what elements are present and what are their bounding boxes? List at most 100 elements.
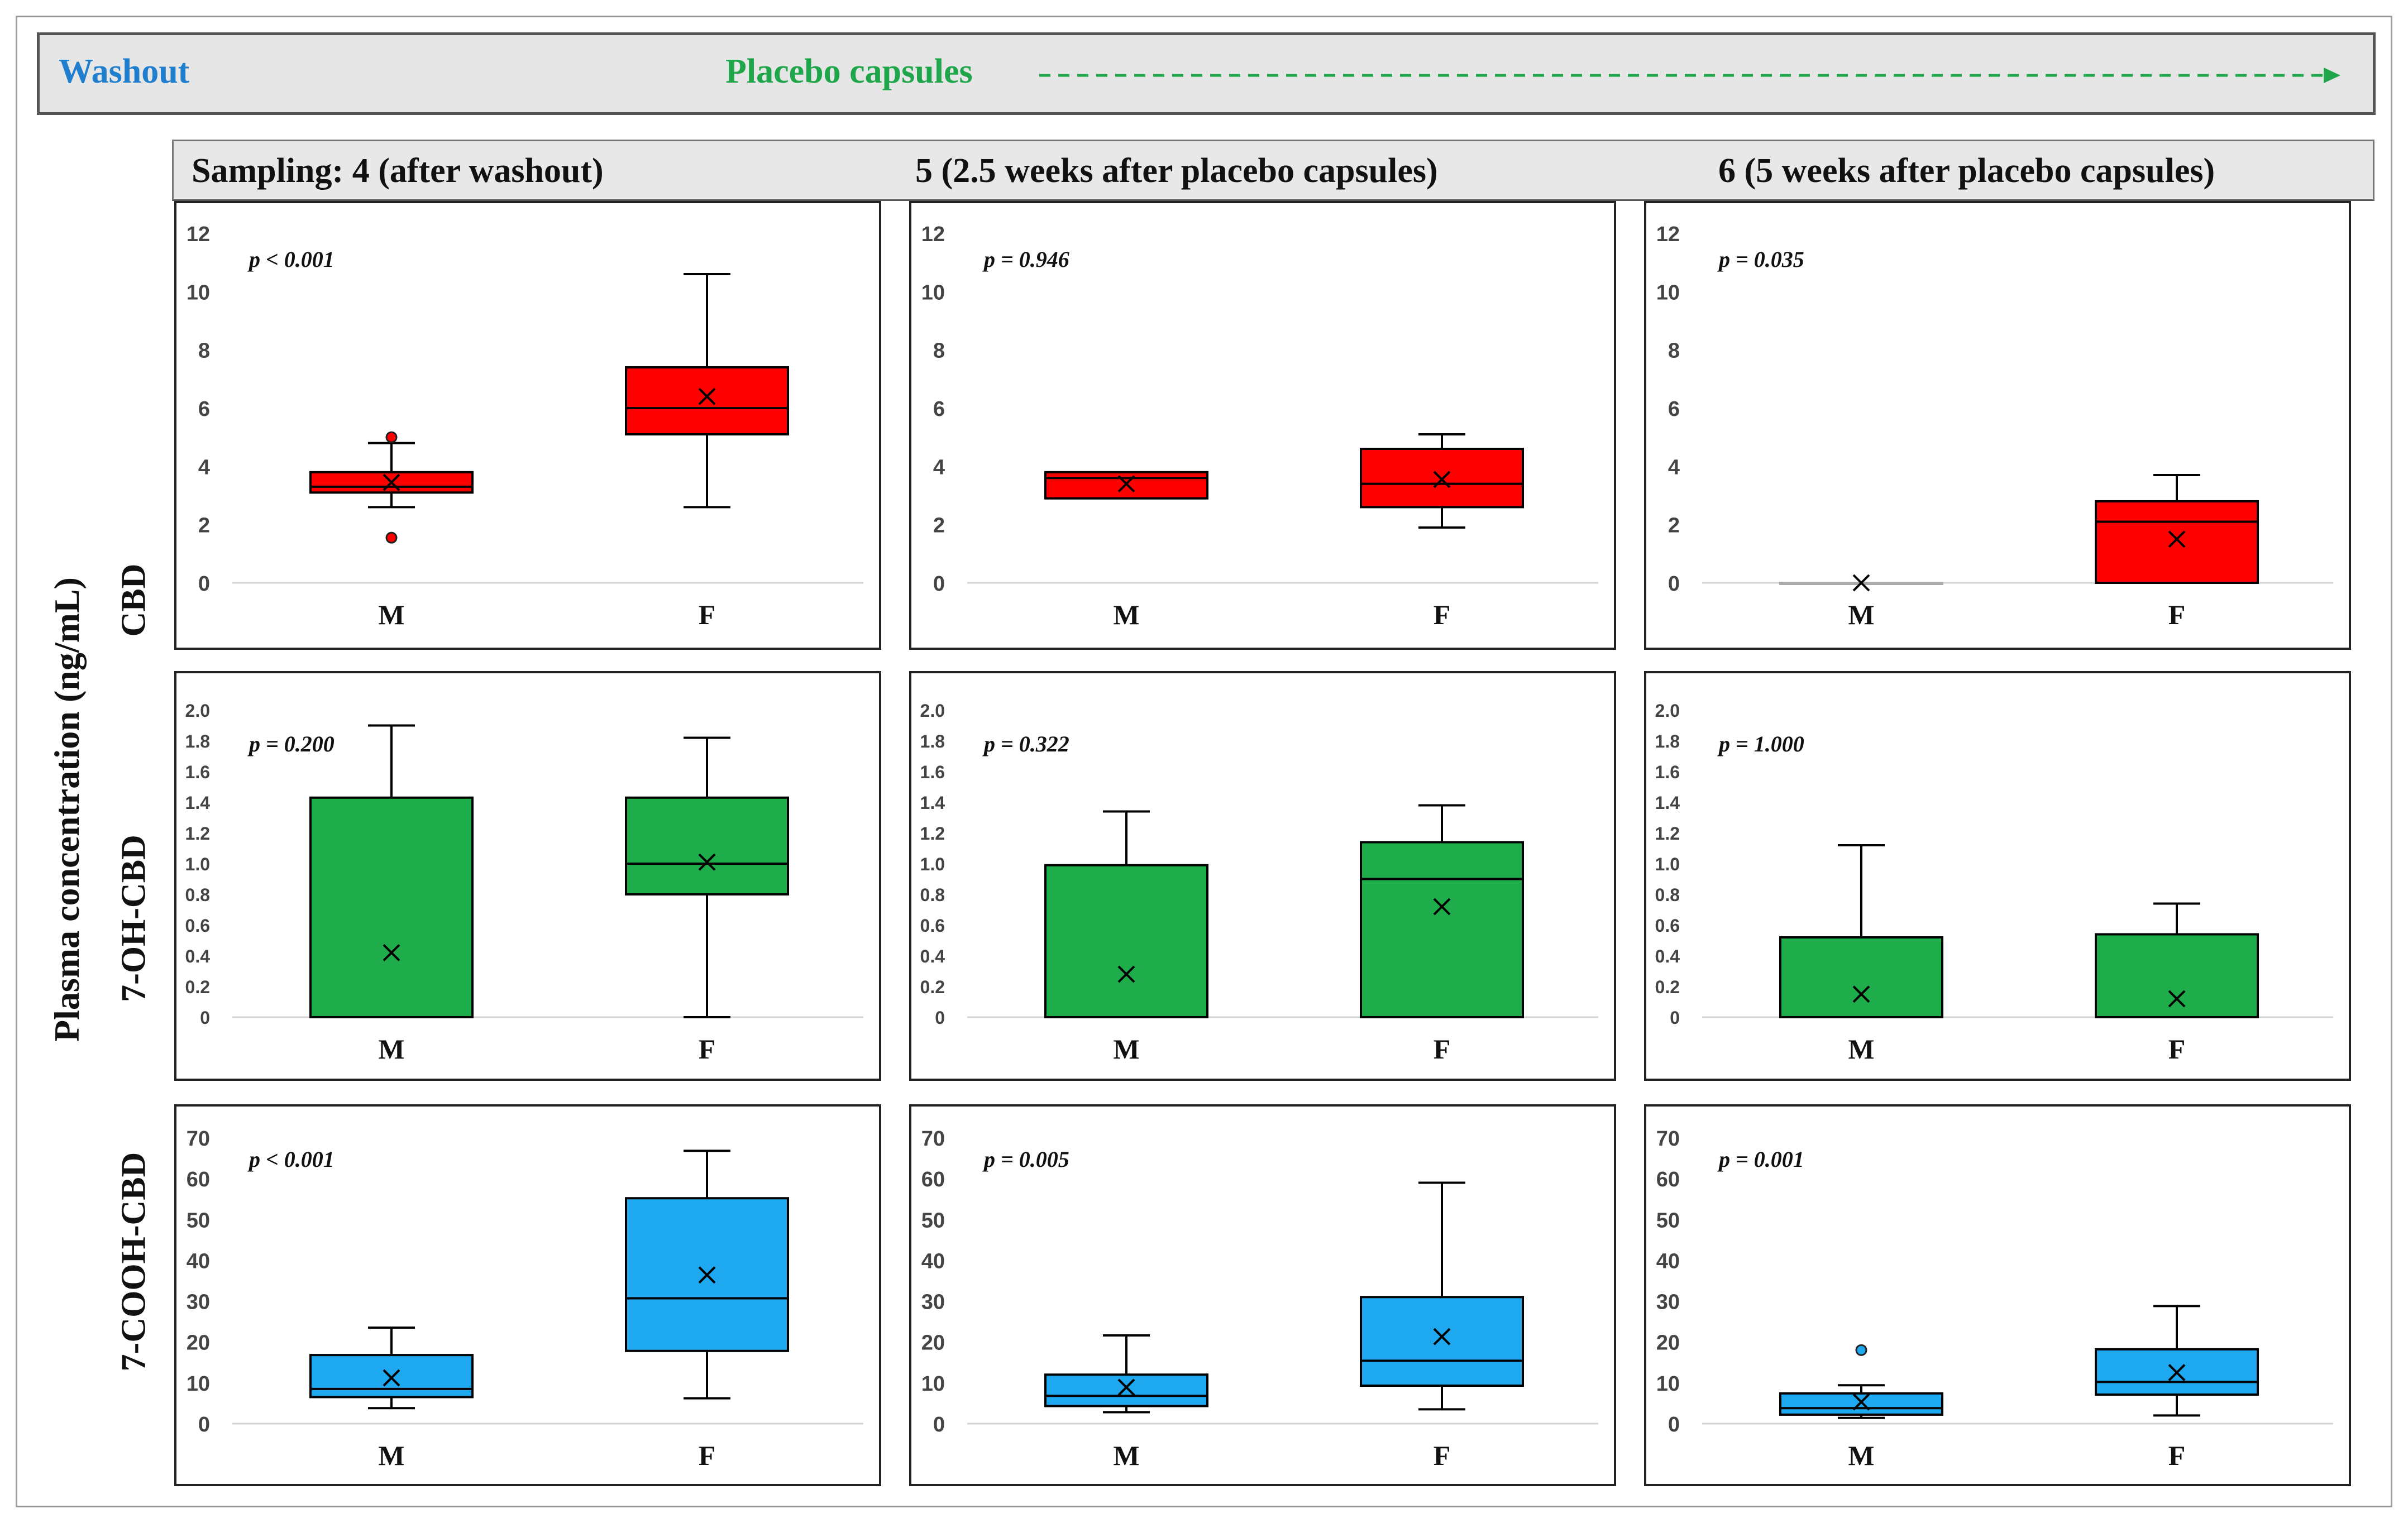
box-F: [625, 736, 789, 1018]
box-F: [625, 273, 789, 509]
box-M: [1044, 1334, 1208, 1414]
category-label-F: F: [699, 1033, 716, 1065]
y-tick-label: 0: [1668, 1413, 1680, 1436]
boxplot-svg: 0 2 4 6 8 10 12 p = 0.035 M F: [1656, 223, 2333, 630]
category-label-F: F: [699, 1440, 716, 1471]
category-label-M: M: [1113, 1440, 1139, 1471]
y-tick-label: 60: [1656, 1168, 1680, 1191]
y-tick-label: 60: [187, 1168, 210, 1191]
p-value-label: p = 0.200: [247, 731, 335, 756]
box-iqr: [1360, 1296, 1524, 1387]
mean-marker: [2168, 1364, 2186, 1381]
column-header-bar: Sampling: 4 (after washout) 5 (2.5 weeks…: [172, 140, 2374, 201]
y-tick-label: 10: [1656, 1372, 1680, 1396]
y-tick-label: 8: [1668, 339, 1680, 363]
y-tick-label: 0.6: [1655, 916, 1680, 936]
y-tick-label: 0.8: [920, 885, 945, 905]
y-tick-label: 6: [933, 397, 945, 421]
category-label-F: F: [1434, 1440, 1451, 1471]
y-tick-label: 1.4: [920, 793, 945, 813]
y-tick-label: 8: [198, 339, 210, 363]
y-tick-label: 6: [198, 397, 210, 421]
y-tick-label: 1.0: [920, 854, 945, 874]
p-value-label: p = 1.000: [1717, 731, 1804, 756]
box-iqr: [2095, 933, 2259, 1018]
box-M: [309, 724, 474, 1018]
placebo-arrow: [1039, 68, 2340, 83]
category-label-F: F: [2168, 599, 2186, 630]
placebo-label: Placebo capsules: [725, 52, 973, 90]
y-tick-label: 40: [1656, 1249, 1680, 1273]
p-value-label: p < 0.001: [247, 1147, 335, 1172]
box-iqr: [1779, 1392, 1943, 1416]
category-label-M: M: [1113, 1033, 1139, 1065]
boxplot-panel-3-3: 0 10 20 30 40 50 60 70 p = 0.001 M F: [1644, 1104, 2351, 1486]
category-label-M: M: [378, 599, 404, 630]
box-iqr: [625, 1197, 789, 1352]
mean-marker: [383, 944, 400, 961]
y-tick-label: 0: [933, 572, 945, 596]
y-tick-label: 30: [187, 1291, 210, 1314]
box-iqr: [2095, 500, 2259, 585]
y-tick-label: 70: [187, 1127, 210, 1151]
mean-marker: [1852, 574, 1870, 592]
washout-label: Washout: [59, 52, 190, 90]
box-F: [1360, 1181, 1524, 1411]
y-tick-label: 40: [921, 1249, 945, 1273]
y-tick-label: 40: [187, 1249, 210, 1273]
y-tick-label: 30: [921, 1291, 945, 1314]
y-tick-label: 0: [1668, 572, 1680, 596]
y-tick-label: 1.6: [920, 762, 945, 782]
y-tick-label: 2.0: [1655, 701, 1680, 721]
p-value-label: p = 0.322: [982, 731, 1069, 756]
row-label-7oh-cbd: 7-OH-CBD: [114, 835, 153, 1002]
outlier-point: [385, 531, 398, 544]
figure-frame: [16, 16, 2392, 1507]
boxplot-panel-2-3: 0 0.2 0.4 0.6 0.8 1.0 1.2 1.4 1.6 1.8 2.0 p = 1.000…: [1644, 671, 2351, 1081]
y-tick-label: 1.2: [920, 823, 945, 844]
box-M: [1779, 844, 1943, 1018]
p-value-label: p < 0.001: [247, 247, 335, 272]
y-tick-label: 1.8: [920, 731, 945, 751]
y-tick-label: 12: [187, 223, 210, 246]
y-tick-label: 10: [921, 281, 945, 304]
category-label-F: F: [2168, 1440, 2186, 1471]
boxplot-svg: 0 0.2 0.4 0.6 0.8 1.0 1.2 1.4 1.6 1.8 2.0 p = 1.000…: [1655, 701, 2333, 1065]
y-tick-label: 0.8: [185, 885, 210, 905]
outlier-point: [385, 431, 398, 443]
y-tick-label: 1.4: [185, 793, 211, 813]
category-label-F: F: [1434, 599, 1451, 630]
box-F: [2095, 473, 2259, 585]
mean-marker: [1852, 1393, 1870, 1411]
category-label-M: M: [378, 1033, 404, 1065]
y-tick-label: 50: [1656, 1209, 1680, 1232]
y-tick-label: 1.4: [1655, 793, 1680, 813]
y-tick-label: 10: [187, 281, 210, 304]
boxplot-panel-1-2: 0 2 4 6 8 10 12 p = 0.946 M F: [909, 201, 1616, 650]
y-tick-label: 30: [1656, 1291, 1680, 1314]
category-label-F: F: [699, 599, 716, 630]
y-tick-label: 0.4: [1655, 946, 1680, 966]
mean-marker: [698, 853, 716, 871]
mean-marker: [698, 1266, 716, 1284]
boxplot-svg: 0 10 20 30 40 50 60 70 p < 0.001 M F: [187, 1127, 863, 1471]
p-value-label: p = 0.946: [982, 247, 1069, 272]
box-M: [309, 1326, 474, 1410]
category-label-M: M: [378, 1440, 404, 1471]
y-tick-label: 0.2: [1655, 977, 1680, 997]
y-tick-label: 2: [1668, 514, 1680, 538]
y-tick-label: 50: [921, 1209, 945, 1232]
boxplot-svg: 0 0.2 0.4 0.6 0.8 1.0 1.2 1.4 1.6 1.8 2.0 p = 0.200…: [185, 701, 863, 1065]
y-tick-label: 10: [1656, 281, 1680, 304]
mean-marker: [383, 473, 400, 491]
box-iqr: [1044, 1373, 1208, 1407]
box-iqr: [309, 1354, 474, 1399]
box-M: [1779, 1344, 1943, 1419]
y-tick-label: 8: [933, 339, 945, 363]
y-tick-label: 0: [935, 1008, 945, 1028]
column-header-3: 6 (5 weeks after placebo capsules): [1718, 152, 2215, 190]
mean-marker: [1433, 1328, 1451, 1345]
column-header-1: Sampling: 4 (after washout): [192, 152, 604, 190]
y-tick-label: 0: [198, 572, 210, 596]
y-tick-label: 1.8: [1655, 731, 1680, 751]
